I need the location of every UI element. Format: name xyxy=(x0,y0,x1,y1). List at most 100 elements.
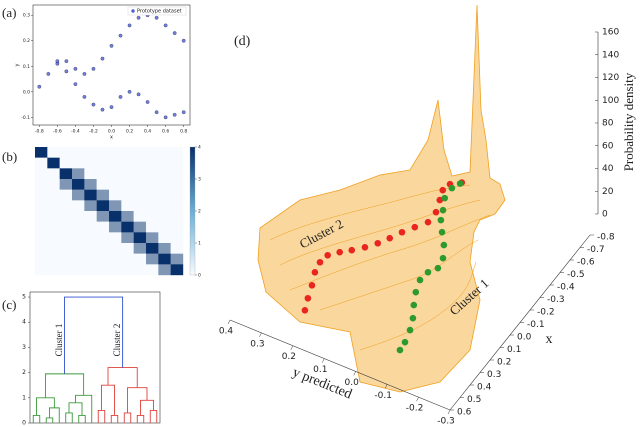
cluster-point xyxy=(438,228,446,236)
y-tick xyxy=(384,384,388,389)
x-tick-label: -0.6 xyxy=(53,129,62,135)
y-tick-label: 0.2 xyxy=(282,352,296,362)
heatmap-cell xyxy=(96,179,110,190)
data-point xyxy=(73,82,78,86)
dendrogram-link xyxy=(97,409,106,423)
heatmap-cell xyxy=(109,264,122,276)
z-tick-label: 20 xyxy=(602,187,614,197)
cluster-point xyxy=(401,338,409,346)
heatmap-cell xyxy=(109,168,122,180)
heatmap-cell xyxy=(170,189,184,201)
heatmap-cell xyxy=(109,232,122,244)
heatmap-cell xyxy=(170,264,184,276)
data-point xyxy=(73,66,78,71)
heatmap-cell xyxy=(59,168,73,180)
heatmap-cell xyxy=(96,211,110,222)
data-point xyxy=(109,44,114,48)
y-tick-label: 0.3 xyxy=(250,339,264,349)
heatmap-cell xyxy=(146,253,159,265)
x-tick-label: 0.6 xyxy=(457,408,472,418)
cluster-point xyxy=(308,282,316,289)
heatmap-cell xyxy=(146,168,159,180)
y-tick-label: 0.2 xyxy=(23,38,30,44)
data-point xyxy=(118,95,123,99)
x-tick-label: -0.2 xyxy=(537,308,555,318)
heatmap-cell xyxy=(121,232,134,244)
heatmap-cell xyxy=(35,264,48,276)
cluster-point xyxy=(336,248,344,256)
heatmap-cell xyxy=(146,243,159,254)
cluster-point xyxy=(398,228,406,236)
heatmap-cell xyxy=(121,168,134,180)
heatmap-cell xyxy=(35,253,48,265)
heatmap-cell xyxy=(121,221,134,233)
x-axis-title: x xyxy=(110,135,113,141)
heatmap-cell xyxy=(84,157,97,169)
z-tick-label: 0 xyxy=(602,210,608,220)
heatmap-cell xyxy=(133,264,147,276)
heatmap-cell xyxy=(96,232,110,244)
heatmap-cell xyxy=(109,211,122,222)
cluster-point xyxy=(412,288,420,296)
data-point xyxy=(109,105,114,109)
x-tick-label: 0.2 xyxy=(497,358,511,368)
heatmap-cell xyxy=(109,147,122,158)
heatmap-cell xyxy=(158,189,171,201)
heatmap-cell xyxy=(35,189,48,201)
heatmap-cell xyxy=(47,200,60,212)
heatmap-cell xyxy=(72,211,85,222)
data-point xyxy=(64,59,69,64)
y-tick-label: -0.3 xyxy=(437,417,455,427)
heatmap-cell xyxy=(146,232,159,244)
cluster-point xyxy=(424,218,432,226)
y-tick-label: 0.0 xyxy=(345,378,360,388)
y-tick-label: -0.1 xyxy=(374,391,392,401)
colorbar-tick-label: 0 xyxy=(198,273,201,279)
dendrogram-link xyxy=(101,384,115,416)
heatmap-cell xyxy=(158,232,171,244)
heatmap-cell xyxy=(158,243,171,254)
cluster-point xyxy=(410,301,418,309)
cluster-point xyxy=(411,223,419,231)
heatmap-cell xyxy=(84,232,97,244)
legend-marker xyxy=(131,9,135,13)
heatmap-cell xyxy=(109,221,122,233)
x-tick-label: -0.2 xyxy=(89,129,98,135)
heatmap-cell xyxy=(96,221,110,233)
heatmap-cell xyxy=(47,243,60,254)
y-tick-label: 1 xyxy=(22,394,26,401)
heatmap-cell xyxy=(47,147,60,158)
y-tick-label: 0.1 xyxy=(313,365,327,375)
heatmap-cell xyxy=(84,211,97,222)
z-tick-label: 160 xyxy=(602,28,619,38)
x-tick-label: 0.3 xyxy=(487,370,501,380)
heatmap-cell xyxy=(72,200,85,212)
plot-frame xyxy=(29,291,161,424)
dendrogram-link xyxy=(127,387,148,413)
heatmap-cell xyxy=(47,221,60,233)
heatmap-cell xyxy=(109,253,122,265)
heatmap-cell xyxy=(59,243,73,254)
x-tick-label: 0.0 xyxy=(517,333,532,343)
data-point xyxy=(91,102,96,107)
heatmap-cell xyxy=(146,200,159,212)
heatmap-cell xyxy=(59,221,73,233)
cluster-point xyxy=(304,294,312,302)
x-tick-label: -0.3 xyxy=(547,295,565,305)
heatmap-cell xyxy=(35,221,48,233)
heatmap-cell xyxy=(47,253,60,265)
heatmap-cell xyxy=(121,189,134,201)
heatmap-cell xyxy=(47,189,60,201)
panel-label: (d) xyxy=(234,34,251,49)
heatmap-cell xyxy=(158,221,171,233)
heatmap-cell xyxy=(158,253,171,265)
x-tick-label: 0.0 xyxy=(108,129,115,135)
x-tick-label: -0.6 xyxy=(577,258,595,268)
y-tick-label: 5 xyxy=(22,294,26,301)
z-tick-label: 100 xyxy=(602,96,619,106)
cluster-point xyxy=(439,206,447,214)
heatmap-cell xyxy=(84,264,97,276)
data-point xyxy=(100,107,105,112)
data-point xyxy=(145,100,150,104)
